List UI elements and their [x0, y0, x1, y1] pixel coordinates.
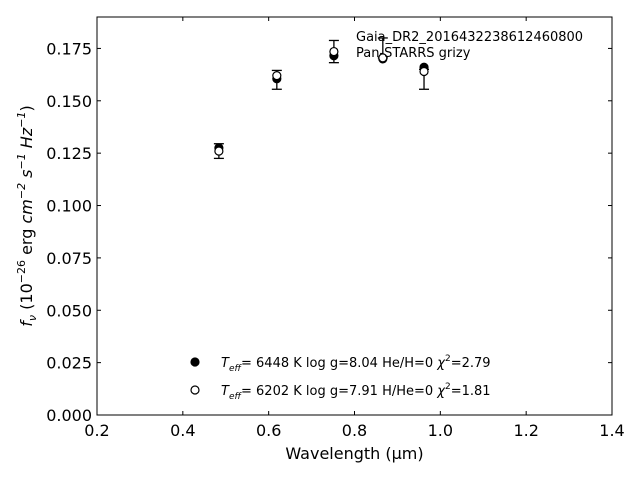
open-model-point — [419, 66, 429, 77]
x-tick-label: 0.6 — [256, 421, 281, 440]
y-tick-label: 0.000 — [46, 406, 92, 425]
y-tick-label: 0.150 — [46, 92, 92, 111]
y-tick-label: 0.125 — [46, 144, 92, 163]
y-tick-label: 0.025 — [46, 354, 92, 373]
legend-marker-filled — [190, 357, 200, 367]
open-model-point — [214, 146, 224, 156]
legend-entry-2: Teff= 6202 K log g=7.91 H/He=0 χ2=1.81 — [221, 382, 491, 402]
open-model-point — [329, 46, 339, 57]
survey-label: Pan-STARRS grizy — [356, 46, 471, 61]
y-axis-label: fν (10−26 erg cm−2 s−1 Hz−1) — [15, 105, 39, 326]
legend-marker-open — [190, 385, 200, 395]
y-tick-label: 0.175 — [46, 39, 92, 58]
x-tick-label: 1.0 — [428, 421, 453, 440]
open-model-point — [272, 71, 282, 81]
x-tick-label: 0.2 — [84, 421, 109, 440]
x-tick-label: 1.4 — [599, 421, 624, 440]
y-tick-label: 0.050 — [46, 301, 92, 320]
x-tick-label: 1.2 — [513, 421, 538, 440]
source-id-label: Gaia_DR2_2016432238612460800 — [356, 30, 583, 45]
legend-entry-1: Teff= 6448 K log g=8.04 He/H=0 χ2=2.79 — [221, 354, 491, 374]
x-tick-label: 0.8 — [342, 421, 367, 440]
y-tick-label: 0.075 — [46, 249, 92, 268]
open-model-point — [378, 53, 388, 63]
x-axis-label: Wavelength (μm) — [285, 444, 423, 463]
y-tick-label: 0.100 — [46, 197, 92, 216]
x-tick-label: 0.4 — [170, 421, 195, 440]
